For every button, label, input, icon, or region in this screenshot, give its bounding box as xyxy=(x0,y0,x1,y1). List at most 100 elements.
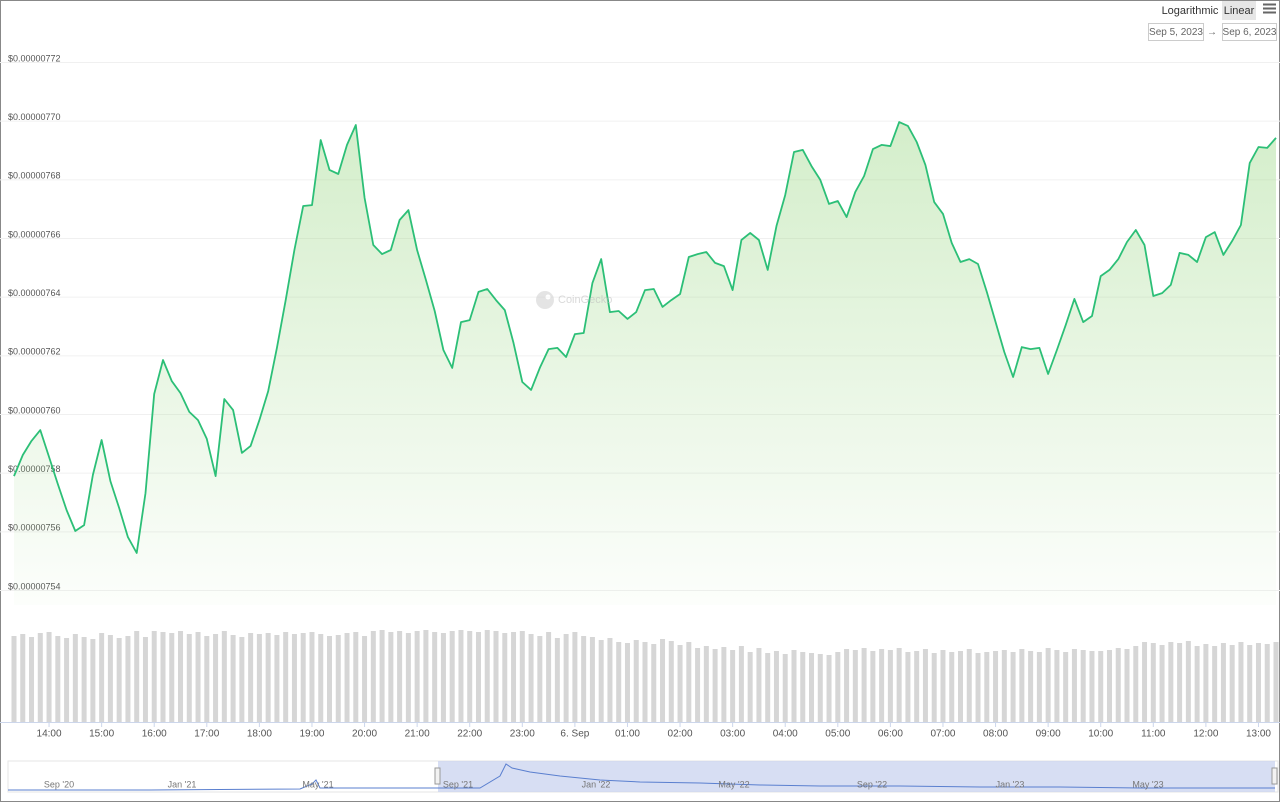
range-input[interactable]: Sep 5, 2023 xyxy=(1148,23,1204,41)
button-label[interactable]: Linear xyxy=(1224,5,1255,17)
volume-bar xyxy=(160,632,166,722)
x-tick-label: 16:00 xyxy=(142,729,167,740)
watermark-logo xyxy=(536,291,554,309)
volume-bar xyxy=(677,645,683,722)
navigator-label: May '21 xyxy=(302,779,333,789)
price-area xyxy=(14,122,1276,605)
volume-bar xyxy=(230,635,236,722)
x-tick-label: 06:00 xyxy=(878,729,903,740)
button-label[interactable]: Logarithmic xyxy=(1162,5,1219,17)
volume-bar xyxy=(817,654,823,722)
volume-bar xyxy=(695,648,701,722)
volume-bar xyxy=(791,650,797,722)
volume-bar xyxy=(221,631,227,722)
navigator[interactable]: Sep '20 Jan '21 May '21 Sep '21 Jan '22 May '… xyxy=(7,760,1279,793)
volume-bar xyxy=(905,652,911,722)
x-tick-label: 09:00 xyxy=(1036,729,1061,740)
volume-bar xyxy=(440,633,446,722)
menu-icon[interactable] xyxy=(1263,3,1276,14)
volume-bar xyxy=(397,631,403,722)
volume-bar xyxy=(852,650,858,722)
volume-bar xyxy=(730,650,736,722)
volume-bar xyxy=(1273,642,1279,722)
input-box[interactable] xyxy=(1148,23,1204,41)
price-line xyxy=(13,121,1277,554)
menu-button[interactable] xyxy=(1260,1,1278,19)
volume-bar xyxy=(949,652,955,722)
volume-bar xyxy=(432,632,438,722)
volume-bar xyxy=(169,633,175,722)
volume-bar xyxy=(782,654,788,722)
volume-bar xyxy=(29,637,35,722)
volume-bar xyxy=(624,643,630,722)
volume-bar xyxy=(195,632,201,722)
x-axis: 14:00 15:00 16:00 17:00 18:00 19:00 20:00 21:00… xyxy=(0,722,1280,740)
x-tick-label: 20:00 xyxy=(352,729,377,740)
volume-bar xyxy=(756,648,762,722)
scale-button[interactable]: Linear xyxy=(1222,1,1256,20)
volume-bar xyxy=(914,651,920,722)
navigator-selection[interactable] xyxy=(438,761,1275,792)
volume-bar xyxy=(1247,645,1253,722)
volume-bar xyxy=(896,648,902,722)
input-text[interactable]: Sep 6, 2023 xyxy=(1223,27,1277,38)
range-input[interactable]: Sep 6, 2023 xyxy=(1222,23,1277,41)
volume-bar xyxy=(1089,651,1095,722)
input-box[interactable] xyxy=(1222,23,1277,41)
volume-bar xyxy=(20,634,26,722)
volume-bar xyxy=(256,634,262,722)
y-tick-label: $0.00000770 xyxy=(8,112,61,122)
button-bg[interactable] xyxy=(1158,1,1221,20)
volume-bar xyxy=(651,644,657,722)
navigator-handle[interactable] xyxy=(434,767,441,785)
volume-bar xyxy=(1001,650,1007,722)
volume-bar xyxy=(186,634,192,722)
watermark-logo-eye xyxy=(545,294,551,300)
volume-bar xyxy=(502,633,508,722)
navigator-handle[interactable] xyxy=(1271,767,1278,785)
navigator-label: May '22 xyxy=(718,779,749,789)
volume-bar xyxy=(1185,641,1191,722)
volume-bar xyxy=(712,649,718,722)
volume-bar xyxy=(703,646,709,722)
volume-bar xyxy=(1133,646,1139,722)
volume-bar xyxy=(125,636,131,722)
y-tick-label: $0.00000772 xyxy=(8,53,61,63)
volume-bar xyxy=(809,653,815,722)
x-tick-label: 07:00 xyxy=(930,729,955,740)
x-tick-label: 13:00 xyxy=(1246,729,1271,740)
x-tick-label: 12:00 xyxy=(1193,729,1218,740)
volume-bar xyxy=(1036,652,1042,722)
input-text[interactable]: Sep 5, 2023 xyxy=(1149,27,1203,38)
volume-bar xyxy=(1159,645,1165,722)
volume-bar xyxy=(984,652,990,722)
volume-bar xyxy=(861,648,867,722)
volume-bar xyxy=(1203,644,1209,722)
volume-bar xyxy=(773,651,779,722)
volume-bar xyxy=(213,634,219,722)
volume-bar xyxy=(922,649,928,722)
x-tick-label: 11:00 xyxy=(1141,729,1166,740)
volume-bar xyxy=(826,655,832,722)
volume-bar xyxy=(291,634,297,722)
navigator-label: Jan '23 xyxy=(996,779,1025,789)
volume-bar xyxy=(1229,645,1235,722)
x-tick-label: 03:00 xyxy=(720,729,745,740)
volume-bars xyxy=(11,630,1279,722)
volume-bar xyxy=(142,637,148,722)
volume-bar xyxy=(11,636,17,722)
scale-button[interactable]: Logarithmic xyxy=(1158,1,1221,20)
volume-bar xyxy=(738,646,744,722)
x-tick-label: 01:00 xyxy=(615,729,640,740)
volume-bar xyxy=(318,634,324,722)
volume-bar xyxy=(642,642,648,722)
volume-bar xyxy=(327,636,332,722)
volume-bar xyxy=(589,637,595,722)
volume-bar xyxy=(309,632,315,722)
volume-bar xyxy=(467,631,473,722)
button-bg[interactable] xyxy=(1222,1,1256,20)
volume-bar xyxy=(178,631,184,722)
volume-bar xyxy=(370,631,376,722)
volume-bar xyxy=(1080,650,1086,722)
volume-bar xyxy=(1255,643,1261,722)
